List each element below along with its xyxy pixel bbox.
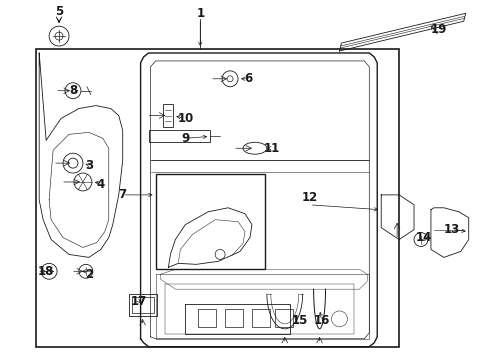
Text: 10: 10 — [177, 112, 193, 125]
Bar — [163, 104, 173, 127]
Text: 8: 8 — [69, 84, 77, 97]
Text: 17: 17 — [130, 294, 146, 307]
Bar — [251, 309, 269, 327]
Text: 9: 9 — [181, 132, 189, 145]
Text: 13: 13 — [443, 223, 459, 236]
Text: 14: 14 — [415, 231, 431, 244]
Bar — [274, 309, 292, 327]
Text: 19: 19 — [430, 23, 446, 36]
Text: 4: 4 — [97, 179, 105, 192]
Text: 3: 3 — [84, 159, 93, 172]
Bar — [148, 130, 210, 142]
Text: 16: 16 — [313, 314, 329, 327]
Bar — [36, 49, 398, 347]
Bar — [131, 297, 153, 313]
Text: 2: 2 — [84, 268, 93, 281]
Bar — [155, 174, 264, 269]
Bar — [224, 309, 243, 327]
Text: 15: 15 — [291, 314, 307, 327]
Text: 7: 7 — [119, 188, 126, 201]
Bar — [128, 294, 156, 316]
Text: 6: 6 — [244, 72, 252, 85]
Text: 1: 1 — [196, 7, 204, 20]
Text: 12: 12 — [301, 192, 317, 204]
Bar — [198, 309, 216, 327]
Text: 5: 5 — [55, 5, 63, 18]
Text: 11: 11 — [263, 142, 280, 155]
Text: 18: 18 — [38, 265, 54, 278]
